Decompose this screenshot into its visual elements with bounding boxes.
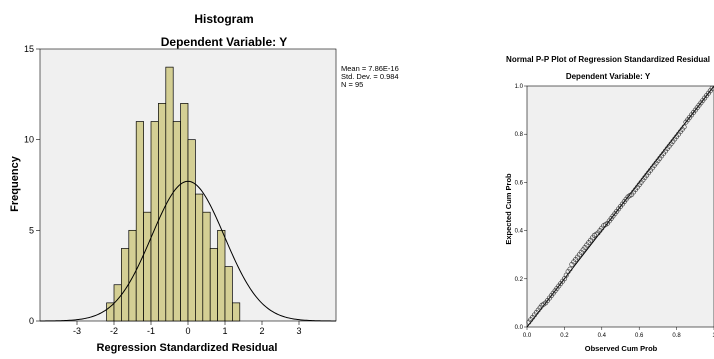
histogram-x-ticks: -3 -2 -1 0 1 2 3 [73,321,302,336]
y-tick-label: 15 [24,44,34,54]
histogram-bar [128,229,137,322]
histogram-bar [180,103,189,322]
histogram-bar [106,302,115,322]
x-tick-label: 2 [259,326,264,336]
stat-n: N = 95 [341,80,363,89]
histogram-bar [202,211,211,322]
x-tick-label: 0.0 [523,333,532,339]
histogram-bar [224,266,233,322]
pp-point [709,85,714,91]
stat-mean: Mean = 7.86E-16 [341,64,399,73]
x-tick-label: 0.8 [672,333,681,339]
y-tick-label: 0.2 [515,277,524,283]
y-tick-label: 10 [24,135,34,145]
histogram-chart: Histogram Dependent Variable: Y -3 -2 -1 0 1… [9,12,399,354]
x-tick-label: 1 [222,326,227,336]
histogram-bar [143,211,152,322]
pp-x-ticks: 0.0 0.2 0.4 0.6 0.8 1 [523,327,714,339]
pp-y-axis-label: Expected Cum Prob [504,173,513,245]
pp-y-ticks: 0.0 0.2 0.4 0.6 0.8 1.0 [515,84,527,331]
histogram-bar [187,139,196,322]
histogram-bar [195,193,204,322]
histogram-x-axis-label: Regression Standardized Residual [97,342,278,354]
x-tick-label: 0 [185,326,190,336]
histogram-title: Histogram [194,12,253,26]
x-tick-label: -1 [147,326,155,336]
x-tick-label: -2 [110,326,118,336]
pp-plot-subtitle: Dependent Variable: Y [566,72,651,81]
y-tick-label: 0 [29,316,34,326]
histogram-bar [150,121,159,322]
y-tick-label: 1.0 [515,84,524,90]
pp-plot-title: Normal P-P Plot of Regression Standardiz… [506,55,710,64]
x-tick-label: 0.4 [598,333,607,339]
x-tick-label: 0.6 [635,333,644,339]
pp-points [526,85,714,325]
pp-x-axis-label: Observed Cum Prob [585,344,658,353]
histogram-subtitle: Dependent Variable: Y [161,35,288,49]
x-tick-label: -3 [73,326,81,336]
y-tick-label: 0.0 [515,325,524,331]
pp-point [567,266,573,272]
stat-std-dev: Std. Dev. = 0.984 [341,72,399,81]
histogram-bar [172,121,181,322]
pp-point [681,124,687,130]
pp-plot-chart: Normal P-P Plot of Regression Standardiz… [504,55,714,353]
histogram-y-axis-label: Frequency [9,155,21,212]
histogram-bar [217,229,226,322]
y-tick-label: 5 [29,225,34,235]
x-tick-label: 3 [296,326,301,336]
normal-curve [40,180,336,322]
histogram-y-ticks: 0 5 10 15 [24,44,40,326]
histogram-bar [209,248,218,322]
histogram-bar [232,302,241,322]
histogram-bar [135,121,144,322]
x-tick-label: 1 [712,333,714,339]
y-tick-label: 0.8 [515,132,524,138]
y-tick-label: 0.4 [515,229,524,235]
x-tick-label: 0.2 [560,333,569,339]
y-tick-label: 0.6 [515,180,524,186]
